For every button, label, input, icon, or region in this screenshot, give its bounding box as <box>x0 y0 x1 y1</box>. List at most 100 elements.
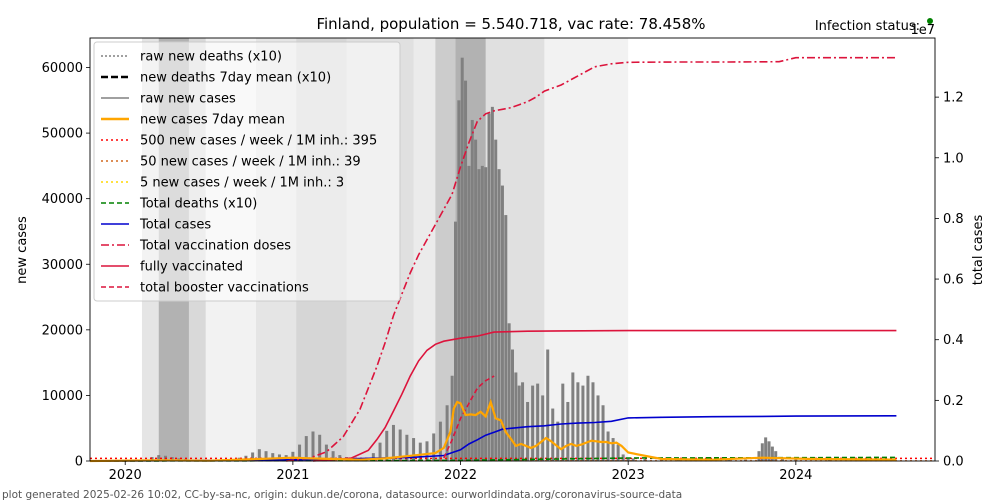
legend-label: new cases 7day mean <box>140 113 285 128</box>
raw-new-cases-bar <box>378 442 382 461</box>
raw-new-cases-bar <box>611 438 615 461</box>
raw-new-cases-bar <box>576 382 580 461</box>
raw-new-cases-bar <box>432 433 436 461</box>
raw-new-cases-bar <box>412 438 416 461</box>
raw-new-cases-bar <box>464 80 468 462</box>
raw-new-cases-bar <box>477 169 481 462</box>
y2-tick-label: 0.4 <box>943 333 964 348</box>
y2-tick-label: 0.6 <box>943 273 964 288</box>
raw-new-cases-bar <box>561 383 565 461</box>
legend-label: Total cases <box>139 218 211 233</box>
y-tick-label: 60000 <box>42 61 83 76</box>
raw-new-cases-bar <box>526 401 530 461</box>
raw-new-cases-bar <box>504 215 508 461</box>
raw-new-cases-bar <box>457 100 461 462</box>
raw-new-cases-bar <box>517 385 521 461</box>
raw-new-cases-bar <box>497 169 501 462</box>
raw-new-cases-bar <box>460 57 464 462</box>
raw-new-cases-bar <box>676 459 680 461</box>
x-tick-label: 2024 <box>779 468 812 483</box>
raw-new-cases-bar <box>391 424 395 461</box>
y-tick-label: 20000 <box>42 323 83 338</box>
raw-new-cases-bar <box>511 349 514 461</box>
raw-new-cases-bar <box>150 457 154 461</box>
raw-new-cases-bar <box>727 459 731 461</box>
raw-new-cases-bar <box>271 453 275 461</box>
infection-band <box>413 38 436 461</box>
y2-tick-label: 0.2 <box>943 394 964 409</box>
raw-new-cases-bar <box>438 421 442 461</box>
raw-new-cases-bar <box>767 441 771 461</box>
raw-new-cases-bar <box>425 441 429 461</box>
legend-label: 500 new cases / week / 1M inh.: 395 <box>140 134 377 149</box>
raw-new-cases-bar <box>770 446 774 461</box>
x-tick-label: 2023 <box>612 468 645 483</box>
raw-new-cases-bar <box>757 451 761 461</box>
raw-new-cases-bar <box>500 185 504 461</box>
raw-new-cases-bar <box>780 457 784 461</box>
raw-new-cases-bar <box>541 395 545 461</box>
raw-new-cases-bars <box>143 57 895 462</box>
legend-label: new deaths 7day mean (x10) <box>140 71 331 86</box>
infection-status-indicator <box>927 18 933 24</box>
y-axis-label: new cases <box>15 216 30 284</box>
raw-new-cases-bar <box>616 444 620 461</box>
y2-tick-label: 1.2 <box>943 91 964 106</box>
y-tick-label: 0 <box>75 455 83 470</box>
raw-new-cases-bar <box>490 106 494 461</box>
raw-new-cases-bar <box>405 434 409 461</box>
legend-label: raw new deaths (x10) <box>140 50 282 65</box>
y-tick-label: 40000 <box>42 192 83 207</box>
raw-new-cases-bar <box>467 165 471 461</box>
x-tick-label: 2020 <box>109 468 142 483</box>
infection-band <box>435 38 456 461</box>
legend-box <box>93 41 401 302</box>
raw-new-cases-bar <box>453 221 457 461</box>
raw-new-cases-bar <box>531 385 535 461</box>
y-tick-label: 50000 <box>42 127 83 142</box>
y-axis-right: 0.0 0.2 0.4 0.6 0.8 1.0 1.2 <box>935 91 964 470</box>
y2-offset-label: 1e7 <box>910 23 935 38</box>
y2-tick-label: 0.8 <box>943 212 964 227</box>
y-axis-left: 0 10000 20000 30000 40000 50000 60000 <box>42 61 90 470</box>
series-lines <box>89 56 935 463</box>
raw-new-cases-bar <box>596 395 600 461</box>
legend: raw new deaths (x10) new deaths 7day mean… <box>93 41 401 302</box>
x-tick-label: 2021 <box>276 468 309 483</box>
raw-new-cases-bar <box>487 113 491 461</box>
raw-new-cases-bar <box>536 383 540 461</box>
raw-new-cases-bar <box>257 449 261 461</box>
x-tick-label: 2022 <box>444 468 477 483</box>
raw-new-cases-bar <box>601 405 605 461</box>
infection-band <box>544 38 629 461</box>
raw-new-cases-bar <box>157 455 161 461</box>
raw-new-cases-bar <box>484 167 488 461</box>
raw-new-cases-bar <box>571 372 575 461</box>
chart-title: Finland, population = 5.540.718, vac rat… <box>316 15 705 33</box>
y-tick-label: 30000 <box>42 258 83 273</box>
raw-new-cases-bar <box>827 459 831 461</box>
raw-new-cases-bar <box>631 458 635 461</box>
raw-new-cases-bar <box>385 430 389 461</box>
legend-label: total booster vaccinations <box>140 281 309 296</box>
raw-new-cases-bar <box>445 405 449 461</box>
raw-new-cases-bar <box>551 408 555 461</box>
y-tick-label: 10000 <box>42 389 83 404</box>
new-cases-7day-mean-line <box>89 398 897 463</box>
raw-new-cases-bar <box>311 431 315 461</box>
raw-new-cases-bar <box>514 372 518 461</box>
raw-new-cases-bar <box>170 457 174 461</box>
raw-new-cases-bar <box>760 443 764 461</box>
raw-new-cases-bar <box>586 375 590 461</box>
raw-new-cases-bar <box>474 139 478 461</box>
raw-new-cases-bar <box>318 434 322 461</box>
legend-label: fully vaccinated <box>140 260 243 275</box>
y2-tick-label: 0.0 <box>943 455 964 470</box>
legend-items: raw new deaths (x10) new deaths 7day mean… <box>101 50 377 296</box>
legend-label: Total deaths (x10) <box>139 197 257 212</box>
raw-new-cases-bar <box>371 453 375 461</box>
raw-new-cases-bar <box>606 431 610 461</box>
raw-new-cases-bar <box>304 436 308 461</box>
raw-new-cases-bar <box>470 119 474 461</box>
total-booster-line <box>443 375 495 459</box>
